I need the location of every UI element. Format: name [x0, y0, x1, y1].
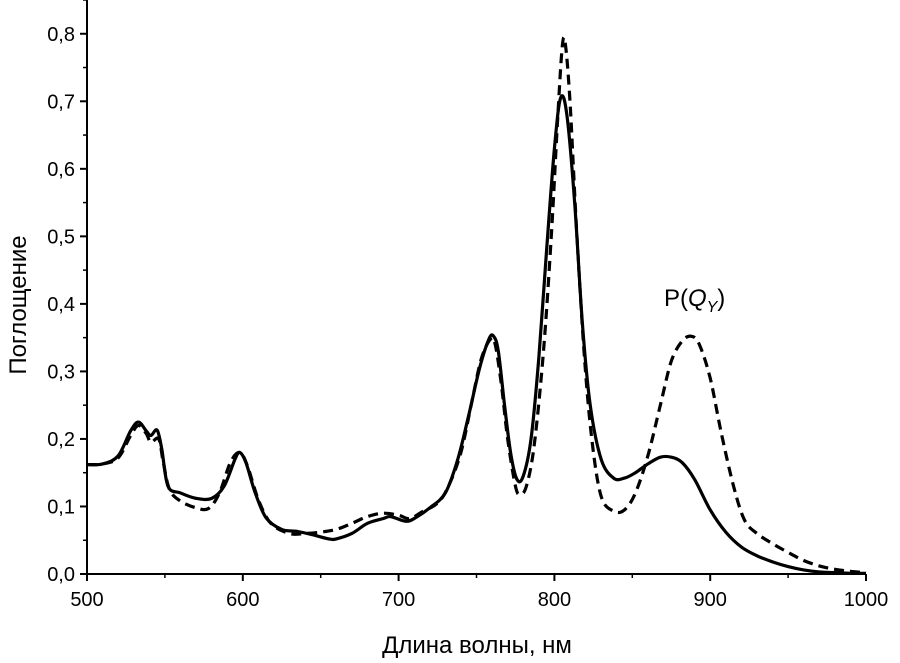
series-line-dashed: [86, 35, 867, 575]
x-tick-label: 900: [694, 589, 727, 611]
x-tick-label: 600: [226, 589, 259, 611]
peak-annotation: P(QY): [664, 285, 725, 316]
x-tick-label: 1000: [844, 589, 889, 611]
y-tick-label: 0,8: [47, 24, 75, 46]
annotation-italic: Q: [688, 285, 707, 312]
y-tick-label: 0,6: [47, 159, 75, 181]
y-tick-label: 0,5: [47, 226, 75, 248]
annotation-base: P(: [664, 285, 688, 312]
x-axis-title: Длина волны, нм: [382, 632, 572, 659]
x-tick-label: 800: [538, 589, 571, 611]
y-tick-label: 0,7: [47, 91, 75, 113]
annotation-close: ): [717, 285, 725, 312]
y-tick-label: 0,0: [47, 564, 75, 586]
y-tick-label: 0,3: [47, 361, 75, 383]
y-tick-label: 0,2: [47, 429, 75, 451]
x-tick-label: 500: [70, 589, 103, 611]
annotation-subscript: Y: [707, 299, 719, 316]
series-layer: [86, 35, 867, 575]
y-tick-label: 0,1: [47, 496, 75, 518]
y-axis-title: Поглощение: [5, 235, 32, 374]
axes: 500 600 700 800 900 1000 0,0 0,1 0,2 0,3 0,4 0,5 0,6…: [47, 0, 888, 611]
x-tick-label: 700: [382, 589, 415, 611]
series-line-solid: [86, 94, 867, 575]
y-tick-label: 0,4: [47, 294, 75, 316]
